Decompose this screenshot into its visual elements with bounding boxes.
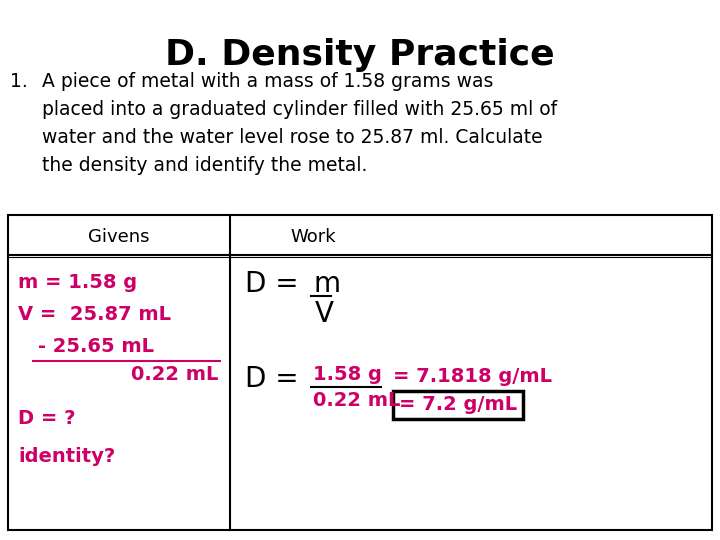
Text: Work: Work	[290, 228, 336, 246]
Text: Givens: Givens	[89, 228, 150, 246]
Text: identity?: identity?	[18, 447, 115, 466]
Text: 0.22 mL: 0.22 mL	[313, 391, 400, 410]
Text: the density and identify the metal.: the density and identify the metal.	[42, 156, 367, 175]
Text: 0.22 mL: 0.22 mL	[130, 365, 218, 384]
Text: V: V	[315, 300, 334, 328]
Text: placed into a graduated cylinder filled with 25.65 ml of: placed into a graduated cylinder filled …	[42, 100, 557, 119]
Text: water and the water level rose to 25.87 ml. Calculate: water and the water level rose to 25.87 …	[42, 128, 543, 147]
Text: - 25.65 mL: - 25.65 mL	[38, 337, 154, 356]
Text: V =  25.87 mL: V = 25.87 mL	[18, 305, 171, 324]
Text: D. Density Practice: D. Density Practice	[165, 38, 555, 72]
Text: D =: D =	[245, 270, 307, 298]
Text: D =: D =	[245, 365, 307, 393]
Text: = 7.2 g/mL: = 7.2 g/mL	[399, 395, 517, 415]
Text: m = 1.58 g: m = 1.58 g	[18, 273, 137, 292]
Bar	[393, 391, 523, 419]
Text: A piece of metal with a mass of 1.58 grams was: A piece of metal with a mass of 1.58 gra…	[42, 72, 493, 91]
Text: 1.58 g: 1.58 g	[313, 365, 382, 384]
Text: m: m	[313, 270, 340, 298]
Text: D = ?: D = ?	[18, 409, 76, 428]
Bar	[8, 215, 712, 530]
Text: = 7.1818 g/mL: = 7.1818 g/mL	[393, 368, 552, 387]
Text: 1.: 1.	[10, 72, 28, 91]
